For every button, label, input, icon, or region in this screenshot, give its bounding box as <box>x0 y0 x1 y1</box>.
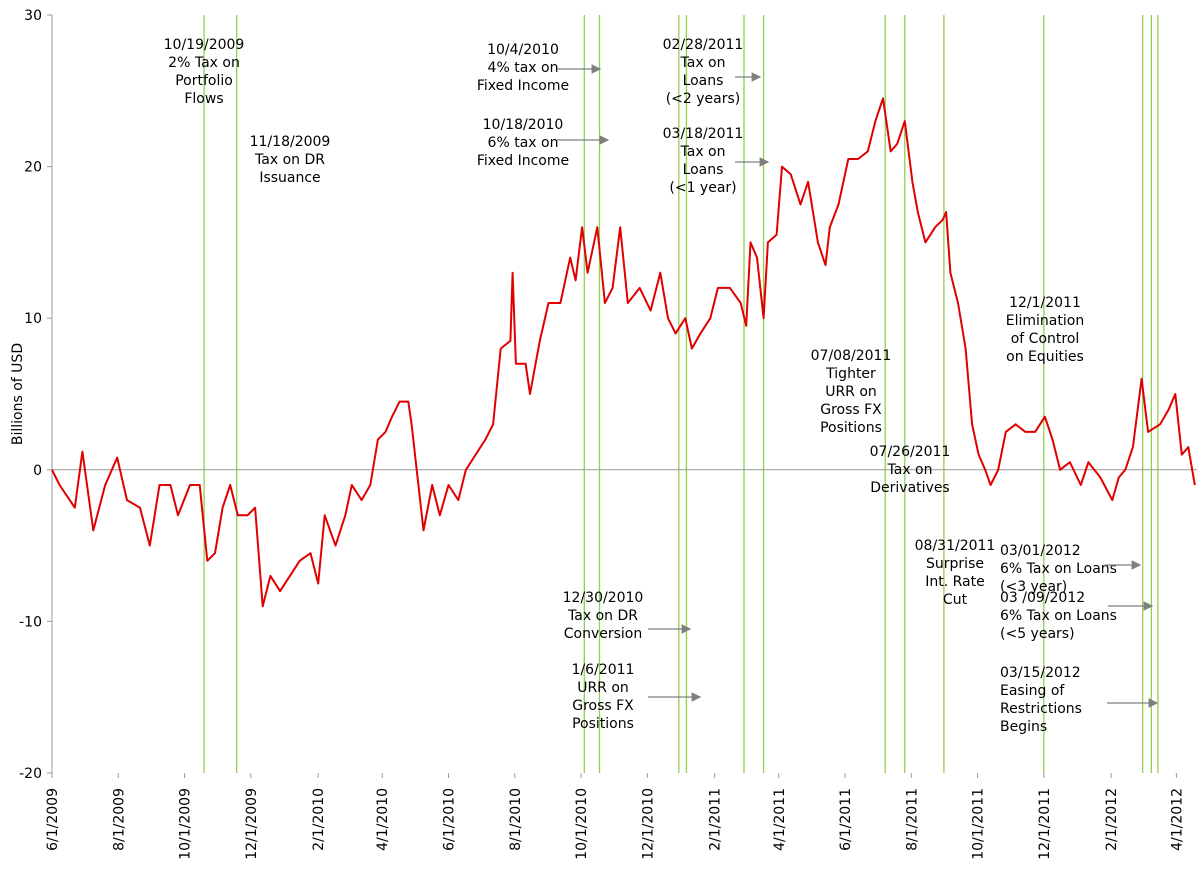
annotation-text: 1/6/2011 <box>572 662 635 678</box>
annotation-text: Tax on <box>887 462 933 478</box>
annotation-text: 10/19/2009 <box>164 37 245 53</box>
annotation: 03 /09/2012 6% Tax on Loans (<5 years) <box>1000 590 1154 642</box>
annotation-text: 4% tax on <box>488 60 559 76</box>
annotation-text: 2% Tax on <box>168 55 240 71</box>
annotation: 03/15/2012 Easing of Restrictions Begins <box>1000 665 1159 735</box>
annotation-text: on Equities <box>1006 349 1084 365</box>
x-tick-label: 6/1/2010 <box>442 788 458 851</box>
annotation-text: 6% Tax on Loans <box>1000 561 1117 577</box>
x-tick-label: 2/1/2010 <box>311 788 327 851</box>
annotation-text: 03/15/2012 <box>1000 665 1081 681</box>
annotation-text: Positions <box>820 420 882 436</box>
annotation-text: Gross FX <box>820 402 882 418</box>
annotation-text: 12/30/2010 <box>563 590 644 606</box>
annotation-text: Restrictions <box>1000 701 1082 717</box>
x-tick-label: 6/1/2011 <box>838 788 854 851</box>
annotation-text: 03/01/2012 <box>1000 543 1081 559</box>
annotation-text: Loans <box>683 73 724 89</box>
annotation-text: URR on <box>825 384 877 400</box>
x-tick-label: 12/1/2011 <box>1037 788 1053 860</box>
x-tick-label: 12/1/2010 <box>640 788 656 860</box>
annotation-text: Elimination <box>1006 313 1084 329</box>
annotation: 10/4/2010 4% tax on Fixed Income <box>477 42 602 94</box>
annotation: 1/6/2011 URR on Gross FX Positions <box>572 662 702 732</box>
annotation-text: Fixed Income <box>477 153 569 169</box>
annotation-text: 10/18/2010 <box>483 117 564 133</box>
annotation-text: of Control <box>1011 331 1080 347</box>
annotation: 03/18/2011 Tax on Loans (<1 year) <box>663 126 770 196</box>
annotation: 02/28/2011 Tax on Loans (<2 years) <box>663 37 762 107</box>
y-tick-label: 10 <box>24 311 42 327</box>
x-tick-label: 8/1/2009 <box>111 788 127 851</box>
annotation-text: 6% tax on <box>488 135 559 151</box>
annotation-text: 03 /09/2012 <box>1000 590 1085 606</box>
annotation-text: Gross FX <box>572 698 634 714</box>
annotation-text: Loans <box>683 162 724 178</box>
annotation-text: Tax on <box>680 144 726 160</box>
annotation-text: 07/26/2011 <box>870 444 951 460</box>
annotation: 08/31/2011 Surprise Int. Rate Cut <box>915 538 996 608</box>
annotation-text: Portfolio <box>175 73 233 89</box>
annotation-text: Fixed Income <box>477 78 569 94</box>
x-tick-label: 8/1/2011 <box>904 788 920 851</box>
annotation-text: (<2 years) <box>666 91 741 107</box>
annotation-text: 08/31/2011 <box>915 538 996 554</box>
annotation-text: (<5 years) <box>1000 626 1075 642</box>
annotation-text: 11/18/2009 <box>250 134 331 150</box>
annotation-text: 6% Tax on Loans <box>1000 608 1117 624</box>
annotation-text: Issuance <box>259 170 320 186</box>
annotation-text: (<1 year) <box>669 180 736 196</box>
y-tick-label: -10 <box>19 614 42 630</box>
x-tick-label: 10/1/2009 <box>178 788 194 860</box>
y-axis-label: Billions of USD <box>10 343 26 445</box>
y-tick-label: 0 <box>33 463 42 479</box>
x-tick-label: 4/1/2010 <box>375 788 391 851</box>
annotation: 10/18/2010 6% tax on Fixed Income <box>477 117 610 169</box>
annotation-text: (<3 year) <box>1000 579 1067 595</box>
annotation-text: Tax on DR <box>254 152 325 168</box>
annotation-text: Positions <box>572 716 634 732</box>
annotation-text: 07/08/2011 <box>811 348 892 364</box>
annotation-text: Tax on <box>680 55 726 71</box>
annotation: 07/08/2011 Tighter URR on Gross FX Positions <box>811 348 892 436</box>
annotation: 12/30/2010 Tax on DR Conversion <box>563 590 692 642</box>
x-tick-label: 4/1/2011 <box>772 788 788 851</box>
annotation-text: 03/18/2011 <box>663 126 744 142</box>
annotation: 07/26/2011 Tax on Derivatives <box>870 444 951 496</box>
annotation-text: Derivatives <box>870 480 949 496</box>
annotation-text: Tax on DR <box>567 608 638 624</box>
annotation-text: URR on <box>577 680 629 696</box>
annotation-text: Easing of <box>1000 683 1065 699</box>
annotation-text: Cut <box>943 592 968 608</box>
annotation-text: 12/1/2011 <box>1009 295 1081 311</box>
annotation-text: Flows <box>184 91 223 107</box>
x-tick-label: 12/1/2009 <box>244 788 260 860</box>
x-tick-label: 10/1/2010 <box>574 788 590 860</box>
y-tick-label: 30 <box>24 8 42 24</box>
annotation: 03/01/2012 6% Tax on Loans (<3 year) <box>1000 543 1142 595</box>
annotation-text: Conversion <box>564 626 643 642</box>
x-tick-label: 10/1/2011 <box>971 788 987 860</box>
x-tick-label: 6/1/2009 <box>45 788 61 851</box>
annotation-text: 10/4/2010 <box>487 42 559 58</box>
annotation-text: Begins <box>1000 719 1047 735</box>
annotation: 12/1/2011 Elimination of Control on Equitie… <box>1006 295 1084 365</box>
annotation-text: Tighter <box>825 366 876 382</box>
annotation: 10/19/2009 2% Tax on Portfolio Flows <box>164 37 245 107</box>
y-tick-label: 20 <box>24 160 42 176</box>
annotation-text: Int. Rate <box>925 574 985 590</box>
y-tick-label: -20 <box>19 766 42 782</box>
annotation-text: Surprise <box>926 556 984 572</box>
x-tick-label: 8/1/2010 <box>508 788 524 851</box>
annotation-text: 02/28/2011 <box>663 37 744 53</box>
series-line <box>51 97 1196 608</box>
annotation: 11/18/2009 Tax on DR Issuance <box>250 134 331 186</box>
x-tick-label: 2/1/2012 <box>1104 788 1120 851</box>
x-tick-label: 2/1/2011 <box>708 788 724 851</box>
x-tick-label: 4/1/2012 <box>1169 788 1185 851</box>
